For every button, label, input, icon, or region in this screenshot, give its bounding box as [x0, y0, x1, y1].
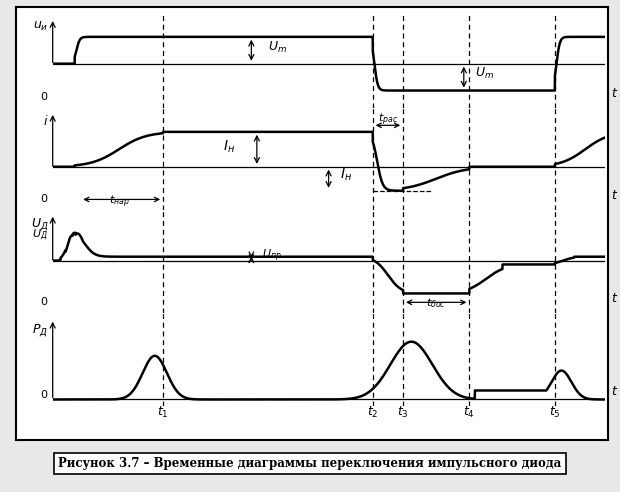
Text: $t_1$: $t_1$	[157, 404, 169, 420]
Text: $0$: $0$	[40, 192, 48, 204]
Text: $0$: $0$	[40, 295, 48, 307]
Text: $I_н$: $I_н$	[340, 167, 352, 184]
Text: $t$: $t$	[611, 88, 618, 100]
Text: $0$: $0$	[40, 388, 48, 400]
Text: $U_Д$: $U_Д$	[31, 216, 48, 232]
Text: $t_2$: $t_2$	[367, 404, 378, 420]
Text: $i$: $i$	[43, 114, 48, 128]
Text: $U_{пр}$: $U_{пр}$	[262, 248, 282, 265]
Text: $P_Д$: $P_Д$	[32, 322, 48, 338]
Text: $t_{рас}$: $t_{рас}$	[378, 111, 398, 127]
Text: $U_Д$: $U_Д$	[32, 227, 48, 242]
Text: $t_{бос}$: $t_{бос}$	[426, 296, 446, 310]
Text: $U_m$: $U_m$	[475, 66, 494, 81]
Text: $t$: $t$	[611, 292, 618, 305]
Text: $t_{нар}$: $t_{нар}$	[108, 193, 130, 210]
Text: $0$: $0$	[40, 91, 48, 102]
Text: Рисунок 3.7 – Временные диаграммы переключения импульсного диода: Рисунок 3.7 – Временные диаграммы перекл…	[58, 457, 562, 470]
Text: $I_н$: $I_н$	[223, 138, 235, 154]
Text: $U_m$: $U_m$	[268, 40, 287, 55]
Text: $t_3$: $t_3$	[397, 404, 409, 420]
Text: $t_4$: $t_4$	[463, 404, 476, 420]
Text: $t_5$: $t_5$	[549, 404, 560, 420]
Text: $t$: $t$	[611, 385, 618, 399]
Text: $u_и$: $u_и$	[33, 20, 48, 33]
Text: $t$: $t$	[611, 189, 618, 202]
